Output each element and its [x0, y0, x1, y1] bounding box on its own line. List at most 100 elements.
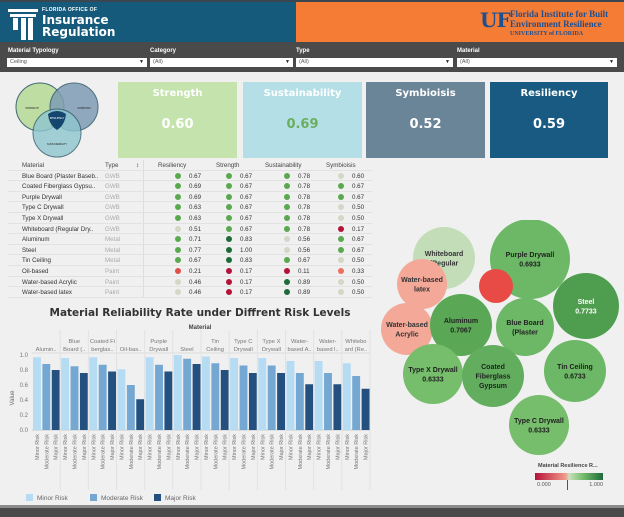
material-bubble[interactable] [496, 298, 554, 356]
score-dot[interactable] [338, 183, 344, 190]
score-dot[interactable] [175, 246, 181, 253]
score-dot[interactable] [226, 289, 232, 296]
col-header-material[interactable]: Material [22, 162, 45, 169]
bar-moderate-risk[interactable] [352, 376, 361, 430]
material-bubble[interactable] [509, 395, 569, 455]
table-row[interactable]: Purple Drywall GWB 0.69 0.67 0.78 0.67 [8, 192, 372, 203]
filter-category-select[interactable]: (All) ▼ [150, 58, 293, 67]
legend-swatch[interactable] [90, 494, 97, 501]
score-dot[interactable] [284, 225, 290, 232]
score-dot[interactable] [226, 214, 232, 221]
score-dot[interactable] [338, 236, 344, 243]
bar-major-risk[interactable] [164, 371, 173, 431]
bar-major-risk[interactable] [192, 364, 201, 430]
bar-minor-risk[interactable] [230, 358, 239, 430]
material-bubble[interactable] [553, 273, 619, 339]
bar-major-risk[interactable] [51, 370, 60, 430]
bar-moderate-risk[interactable] [126, 385, 135, 430]
score-dot[interactable] [175, 193, 181, 200]
kpi-card-sustainability[interactable]: Sustainability 0.69 [243, 82, 362, 158]
score-dot[interactable] [226, 183, 232, 190]
bar-moderate-risk[interactable] [211, 363, 220, 430]
bar-minor-risk[interactable] [286, 361, 295, 430]
score-dot[interactable] [175, 204, 181, 211]
bar-major-risk[interactable] [108, 371, 116, 431]
bar-moderate-risk[interactable] [155, 364, 163, 430]
score-dot[interactable] [338, 278, 344, 285]
col-header-strength[interactable]: Strength [216, 162, 240, 169]
score-dot[interactable] [226, 193, 232, 200]
bar-minor-risk[interactable] [258, 358, 267, 430]
score-dot[interactable] [284, 193, 290, 200]
table-row[interactable]: Oil-based Paint 0.21 0.17 0.11 0.33 [8, 266, 372, 277]
bar-moderate-risk[interactable] [42, 364, 51, 430]
score-dot[interactable] [338, 193, 344, 200]
bar-major-risk[interactable] [361, 388, 370, 430]
filter-type-select[interactable]: (All) ▼ [296, 58, 453, 67]
score-dot[interactable] [338, 204, 344, 211]
score-dot[interactable] [338, 289, 344, 296]
bar-minor-risk[interactable] [89, 357, 98, 430]
bar-major-risk[interactable] [248, 373, 257, 430]
bar-minor-risk[interactable] [61, 358, 70, 430]
score-dot[interactable] [338, 214, 344, 221]
score-dot[interactable] [175, 236, 181, 243]
bar-major-risk[interactable] [277, 373, 285, 430]
col-header-type[interactable]: Type [105, 162, 119, 169]
sort-icon[interactable]: ↕ [136, 162, 140, 169]
legend-label[interactable]: Minor Risk [37, 495, 68, 502]
kpi-card-resiliency[interactable]: Resiliency 0.59 [490, 82, 608, 158]
bar-minor-risk[interactable] [342, 363, 351, 430]
bar-major-risk[interactable] [220, 370, 229, 430]
table-row[interactable]: Tin Ceiling Metal 0.67 0.83 0.67 0.50 [8, 255, 372, 266]
score-dot[interactable] [338, 267, 344, 274]
bar-major-risk[interactable] [136, 399, 145, 430]
score-dot[interactable] [175, 267, 181, 274]
bar-minor-risk[interactable] [173, 355, 182, 430]
bar-major-risk[interactable] [333, 384, 342, 430]
col-header-sustainability[interactable]: Sustainability [265, 162, 302, 169]
material-bubble[interactable] [397, 259, 447, 309]
bar-minor-risk[interactable] [33, 357, 41, 430]
table-row[interactable]: Water-based latex Paint 0.46 0.17 0.89 0.50 [8, 287, 372, 298]
score-dot[interactable] [175, 289, 181, 296]
score-dot[interactable] [284, 204, 290, 211]
material-bubble[interactable] [479, 269, 513, 303]
material-bubble[interactable] [462, 345, 524, 407]
kpi-card-symbiosis[interactable]: Symbioisis 0.52 [366, 82, 485, 158]
bar-minor-risk[interactable] [202, 356, 210, 431]
table-row[interactable]: Steel Metal 0.77 1.00 0.56 0.67 [8, 245, 372, 256]
filter-material-select[interactable]: (All) ▼ [457, 58, 617, 67]
legend-label[interactable]: Moderate Risk [101, 495, 144, 502]
score-dot[interactable] [226, 172, 232, 179]
score-dot[interactable] [338, 172, 344, 179]
bar-minor-risk[interactable] [145, 357, 154, 430]
bar-moderate-risk[interactable] [183, 358, 192, 430]
score-dot[interactable] [175, 214, 181, 221]
score-dot[interactable] [226, 257, 232, 264]
bar-moderate-risk[interactable] [324, 373, 332, 430]
table-row[interactable]: Aluminum Metal 0.71 0.83 0.56 0.67 [8, 234, 372, 245]
score-dot[interactable] [175, 257, 181, 264]
score-dot[interactable] [226, 204, 232, 211]
score-dot[interactable] [284, 257, 290, 264]
table-row[interactable]: Blue Board (Plaster Baseb.. GWB 0.67 0.67 0.… [8, 171, 372, 182]
bar-moderate-risk[interactable] [295, 373, 304, 430]
score-dot[interactable] [338, 257, 344, 264]
table-row[interactable]: Water-based Acrylic Paint 0.46 0.17 0.89 0.50 [8, 277, 372, 288]
score-dot[interactable] [284, 267, 290, 274]
material-bubble[interactable] [403, 344, 463, 404]
score-dot[interactable] [284, 214, 290, 221]
material-bubble[interactable] [381, 303, 433, 355]
score-dot[interactable] [175, 172, 181, 179]
score-dot[interactable] [284, 246, 290, 253]
score-dot[interactable] [226, 267, 232, 274]
score-dot[interactable] [284, 289, 290, 296]
score-dot[interactable] [284, 278, 290, 285]
bar-major-risk[interactable] [305, 384, 314, 430]
score-dot[interactable] [284, 172, 290, 179]
score-dot[interactable] [338, 225, 344, 232]
col-header-resiliency[interactable]: Resiliency [158, 162, 187, 169]
table-row[interactable]: Type X Drywall GWB 0.63 0.67 0.78 0.50 [8, 213, 372, 224]
table-row[interactable]: Coated Fiberglass Gypsu.. GWB 0.69 0.67 0.78… [8, 181, 372, 192]
